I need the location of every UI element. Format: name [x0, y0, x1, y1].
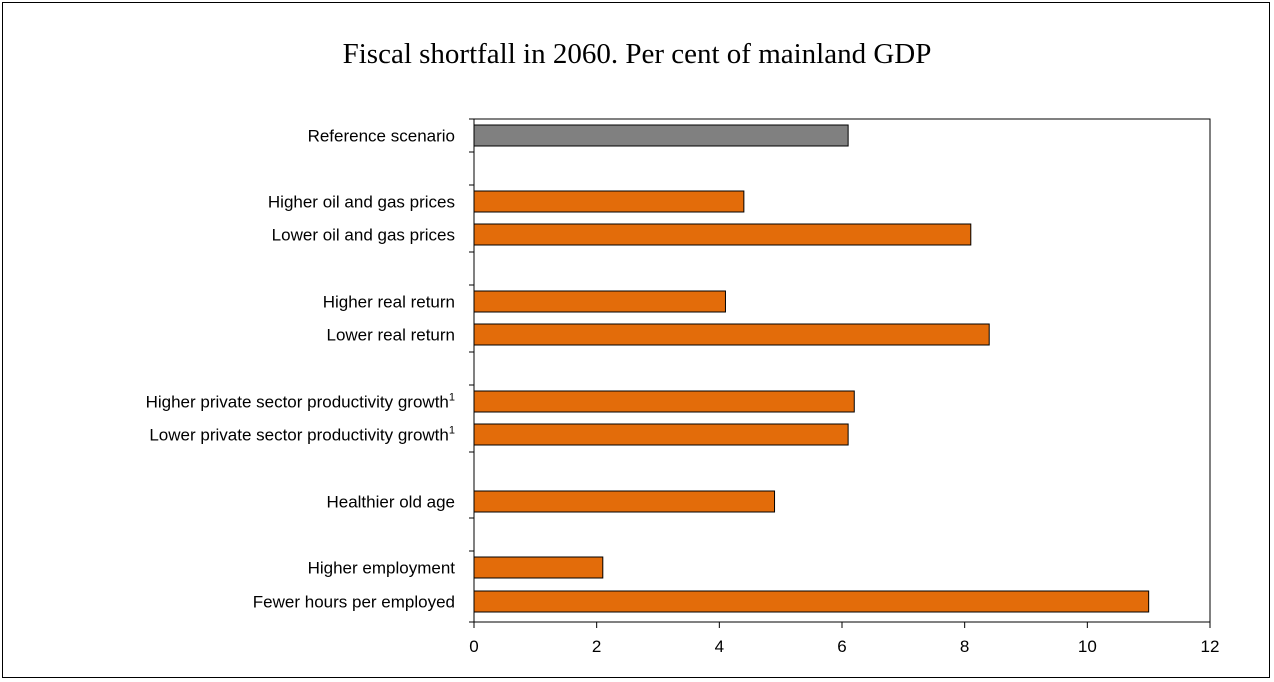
category-label: Fewer hours per employed	[253, 593, 455, 612]
category-label: Higher real return	[323, 293, 455, 312]
bar	[473, 323, 990, 346]
category-label: Lower real return	[326, 326, 455, 345]
category-label: Lower private sector productivity growth…	[149, 425, 455, 445]
category-label: Healthier old age	[326, 493, 455, 512]
category-label: Reference scenario	[308, 127, 455, 146]
x-tick-label: 10	[1078, 637, 1097, 656]
bar	[473, 223, 972, 246]
bar	[473, 590, 1150, 613]
category-label: Higher oil and gas prices	[268, 193, 455, 212]
bar	[473, 556, 604, 579]
category-label: Higher private sector productivity growt…	[146, 392, 455, 412]
bar	[473, 290, 726, 313]
bar	[473, 490, 776, 513]
x-tick-label: 2	[592, 637, 601, 656]
x-tick-label: 8	[960, 637, 969, 656]
x-tick-label: 0	[469, 637, 478, 656]
category-label: Higher employment	[308, 559, 456, 578]
bar	[473, 390, 855, 413]
bar	[473, 423, 849, 446]
chart-title: Fiscal shortfall in 2060. Per cent of ma…	[342, 38, 932, 70]
x-tick-label: 12	[1201, 637, 1220, 656]
x-tick-label: 4	[715, 637, 724, 656]
x-tick-label: 6	[837, 637, 846, 656]
bar	[473, 190, 745, 213]
bar	[473, 124, 849, 147]
category-label: Lower oil and gas prices	[272, 226, 455, 245]
